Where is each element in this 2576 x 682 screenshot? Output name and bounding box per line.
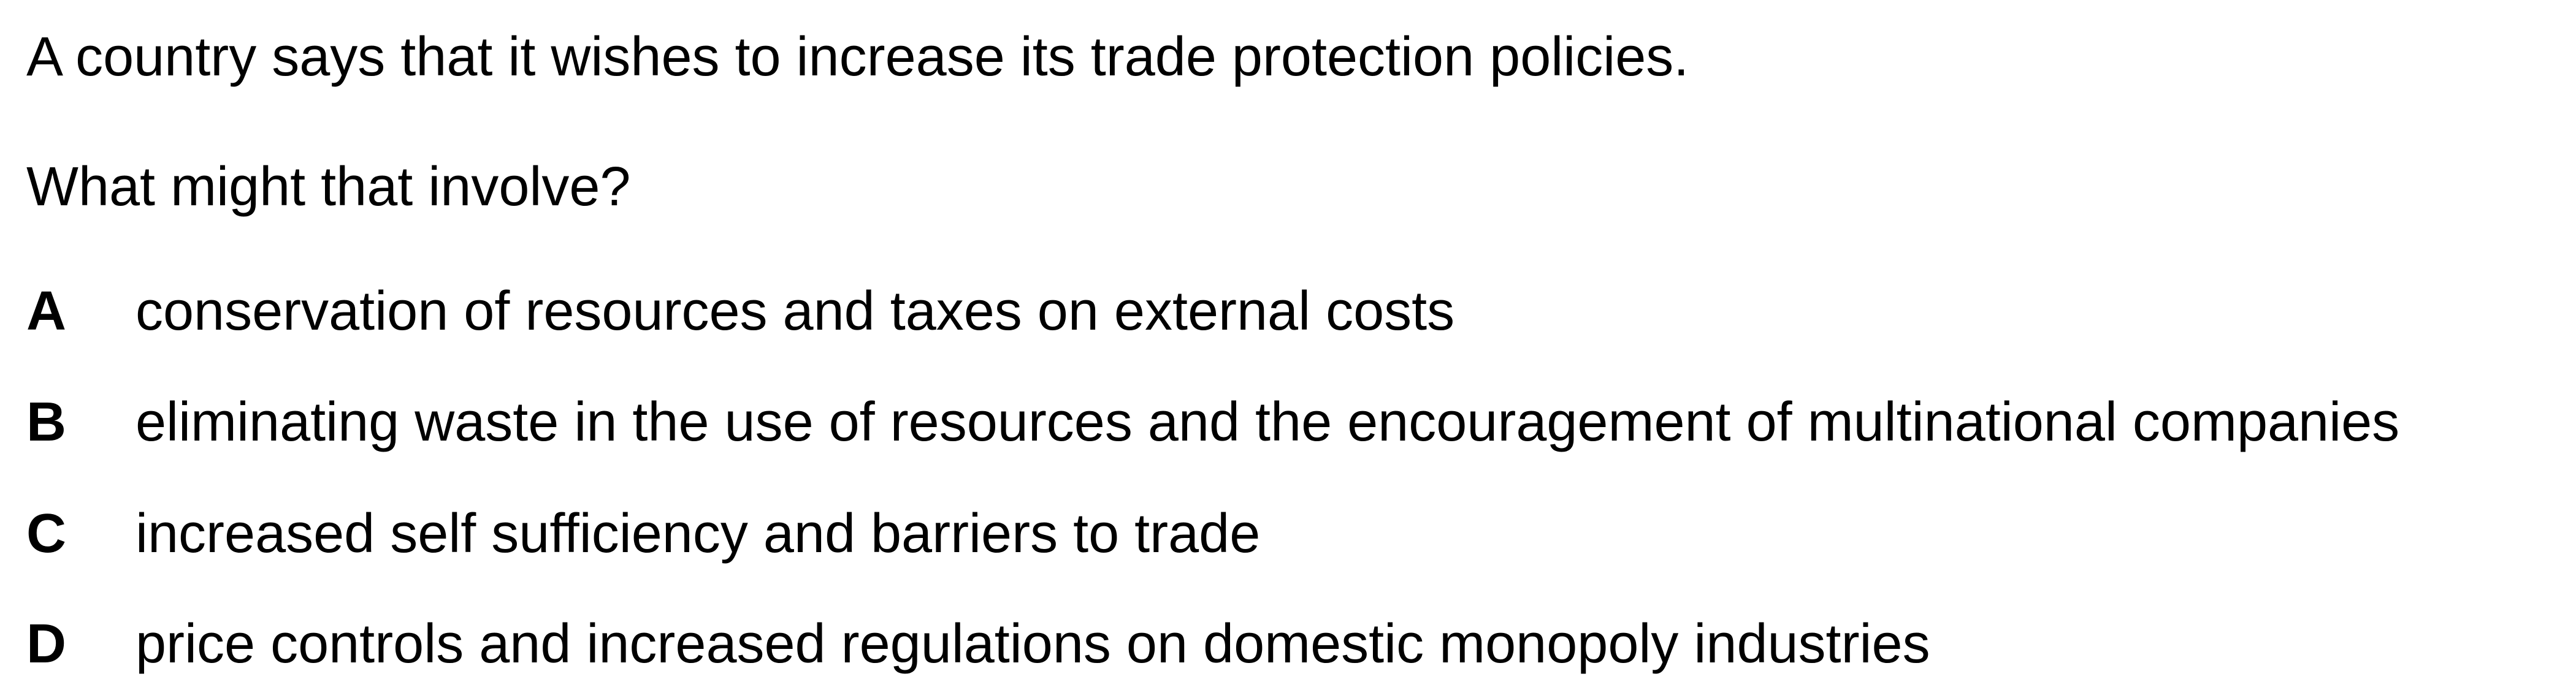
question-stem: A country says that it wishes to increas… <box>26 26 1689 88</box>
option-letter: A <box>26 281 66 342</box>
option-d: D price controls and increased regulatio… <box>26 616 1930 672</box>
option-c: C increased self sufficiency and barrier… <box>26 506 1260 561</box>
option-letter: D <box>26 613 66 675</box>
option-b: B eliminating waste in the use of resour… <box>26 395 2399 450</box>
option-text: eliminating waste in the use of resource… <box>136 392 2400 453</box>
option-letter: C <box>26 503 66 564</box>
option-letter: B <box>26 392 66 453</box>
question-prompt: What might that involve? <box>26 156 631 218</box>
option-text: conservation of resources and taxes on e… <box>136 281 1455 342</box>
option-text: increased self sufficiency and barriers … <box>136 503 1261 564</box>
option-a: A conservation of resources and taxes on… <box>26 284 1454 339</box>
option-text: price controls and increased regulations… <box>136 613 1930 675</box>
